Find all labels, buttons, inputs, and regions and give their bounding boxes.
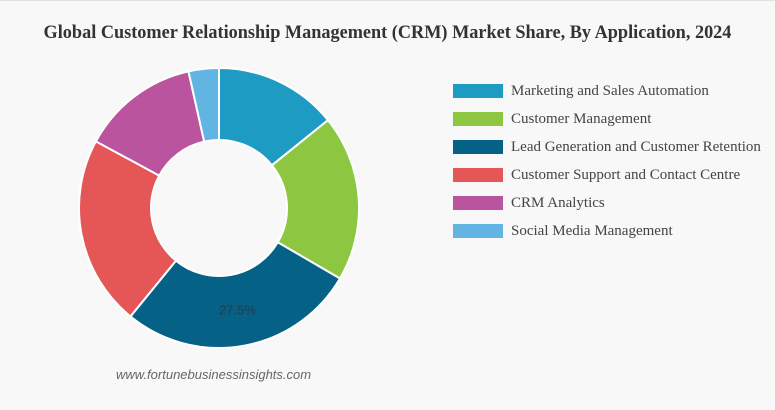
legend-swatch (453, 84, 503, 98)
legend-label: CRM Analytics (511, 194, 605, 211)
legend-swatch (453, 224, 503, 238)
slice-customer-support-and-contact-centre[interactable] (78, 139, 178, 318)
watermark: www.fortunebusinessinsights.com (116, 367, 312, 382)
slice-data-label: 27.5% (219, 302, 256, 317)
legend-label: Lead Generation and Customer Retention (511, 138, 761, 155)
legend-item[interactable]: Lead Generation and Customer Retention (453, 133, 761, 161)
legend-item[interactable]: Marketing and Sales Automation (453, 77, 761, 105)
top-border (0, 0, 775, 1)
chart-legend: Marketing and Sales Automation Customer M… (453, 77, 761, 245)
slice-lead-generation-and-customer-retention[interactable] (129, 240, 342, 349)
legend-label: Social Media Management (511, 222, 673, 239)
legend-label: Customer Support and Contact Centre (511, 166, 741, 183)
legend-swatch (453, 112, 503, 126)
chart-title: Global Customer Relationship Management … (43, 22, 732, 43)
slice-customer-management[interactable] (270, 118, 360, 280)
legend-label: Marketing and Sales Automation (511, 82, 709, 99)
legend-item[interactable]: CRM Analytics (453, 189, 761, 217)
slice-social-media-management[interactable] (187, 66, 220, 143)
legend-swatch (453, 196, 503, 210)
legend-item[interactable]: Social Media Management (453, 217, 761, 245)
legend-item[interactable]: Customer Support and Contact Centre (453, 161, 761, 189)
legend-swatch (453, 140, 503, 154)
legend-label: Customer Management (511, 110, 652, 127)
legend-item[interactable]: Customer Management (453, 105, 761, 133)
legend-swatch (453, 168, 503, 182)
